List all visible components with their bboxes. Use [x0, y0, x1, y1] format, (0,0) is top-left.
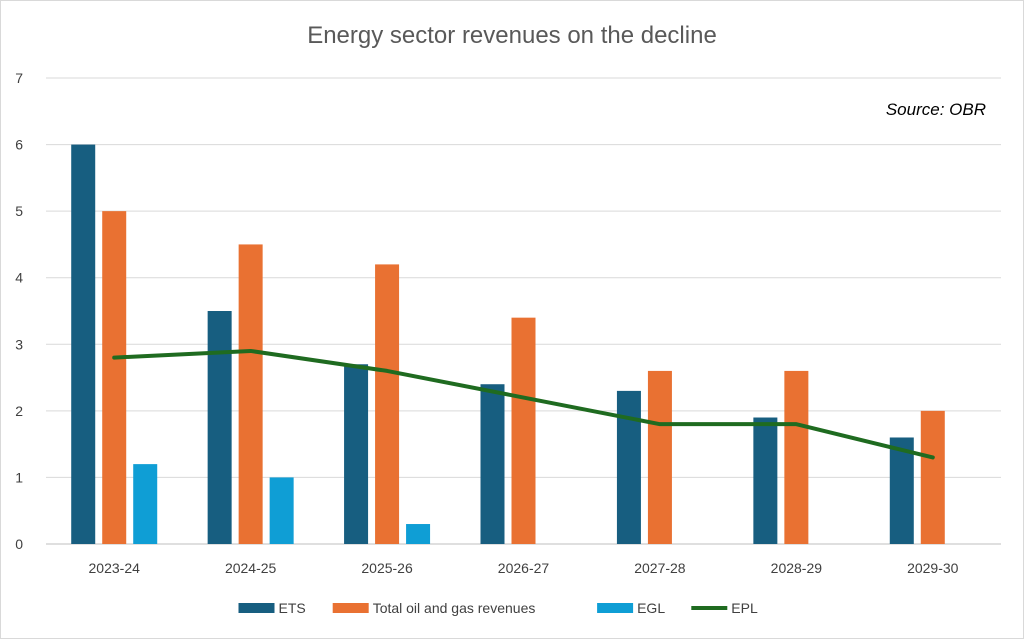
bar-total-oil-and-gas-revenues	[375, 264, 400, 544]
y-tick-label: 3	[15, 336, 23, 352]
y-tick-label: 2	[15, 403, 23, 419]
legend-swatch-egl	[597, 603, 634, 613]
y-tick-label: 7	[15, 70, 23, 86]
x-tick-label: 2026-27	[498, 560, 550, 576]
x-tick-label: 2025-26	[361, 560, 413, 576]
legend-label-epl: EPL	[731, 600, 758, 616]
bar-ets	[344, 364, 369, 544]
bar-ets	[207, 311, 232, 544]
y-tick-label: 6	[15, 137, 23, 153]
y-tick-label: 0	[15, 536, 23, 552]
y-tick-label: 1	[15, 469, 23, 485]
legend-label-egl: EGL	[637, 600, 665, 616]
legend-label-ets: ETS	[279, 600, 306, 616]
x-tick-label: 2024-25	[225, 560, 277, 576]
bar-ets	[71, 144, 96, 545]
bar-ets	[753, 417, 778, 544]
bar-egl	[133, 464, 158, 544]
bar-total-oil-and-gas-revenues	[784, 370, 809, 544]
bar-total-oil-and-gas-revenues	[647, 370, 672, 544]
x-tick-label: 2023-24	[89, 560, 141, 576]
legend-label-total-oil-and-gas-revenues: Total oil and gas revenues	[373, 600, 536, 616]
y-tick-label: 5	[15, 203, 23, 219]
bar-ets	[480, 384, 505, 544]
bar-ets	[616, 390, 641, 544]
bar-total-oil-and-gas-revenues	[511, 317, 536, 544]
bar-total-oil-and-gas-revenues	[920, 410, 945, 544]
line-series-epl	[112, 348, 935, 460]
y-tick-label: 4	[15, 270, 23, 286]
bar-egl	[269, 477, 294, 544]
bar-egl	[406, 524, 431, 544]
chart-title: Energy sector revenues on the decline	[307, 22, 717, 49]
bar-total-oil-and-gas-revenues	[102, 211, 127, 544]
legend-swatch-ets	[238, 603, 275, 613]
bar-total-oil-and-gas-revenues	[238, 244, 263, 544]
x-tick-label: 2029-30	[907, 560, 959, 576]
x-tick-label: 2027-28	[634, 560, 686, 576]
legend-swatch-total-oil-and-gas-revenues	[332, 603, 369, 613]
bar-ets	[889, 437, 914, 544]
source-annotation: Source: OBR	[886, 100, 986, 119]
x-tick-label: 2028-29	[771, 560, 823, 576]
